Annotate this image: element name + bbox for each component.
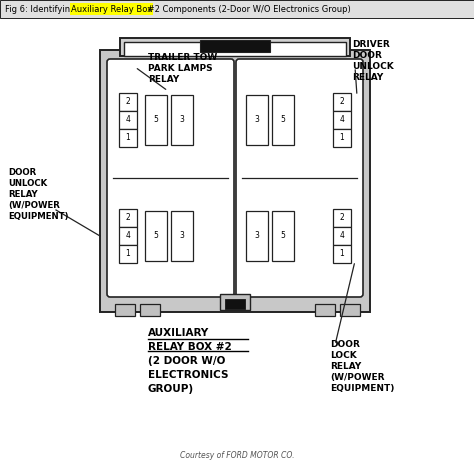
Bar: [315, 304, 335, 316]
Text: TRAILER TOW
PARK LAMPS
RELAY: TRAILER TOW PARK LAMPS RELAY: [148, 53, 217, 84]
Text: 2: 2: [340, 213, 345, 222]
Bar: [119, 129, 137, 147]
Text: 1: 1: [340, 133, 345, 143]
Bar: [115, 304, 135, 316]
Bar: [246, 95, 268, 145]
Text: 4: 4: [126, 116, 130, 124]
Text: 4: 4: [126, 232, 130, 240]
Bar: [333, 209, 351, 227]
Bar: [140, 304, 160, 316]
Text: 4: 4: [339, 116, 345, 124]
Text: DOOR
UNLOCK
RELAY
(W/POWER
EQUIPMENT): DOOR UNLOCK RELAY (W/POWER EQUIPMENT): [8, 168, 69, 221]
Text: AUXILIARY
RELAY BOX #2
(2 DOOR W/O
ELECTRONICS
GROUP): AUXILIARY RELAY BOX #2 (2 DOOR W/O ELECT…: [148, 328, 232, 394]
Bar: [200, 40, 270, 52]
Text: 2: 2: [126, 97, 130, 107]
Text: 5: 5: [281, 116, 285, 124]
Bar: [246, 211, 268, 261]
Bar: [340, 304, 360, 316]
FancyBboxPatch shape: [236, 59, 363, 297]
Text: 5: 5: [154, 116, 158, 124]
Bar: [119, 245, 137, 263]
Text: 2: 2: [126, 213, 130, 222]
Text: 3: 3: [255, 232, 259, 240]
Text: 1: 1: [340, 249, 345, 259]
Bar: [171, 211, 193, 261]
FancyBboxPatch shape: [107, 59, 234, 297]
Text: DRIVER
DOOR
UNLOCK
RELAY: DRIVER DOOR UNLOCK RELAY: [352, 40, 394, 82]
Text: Courtesy of FORD MOTOR CO.: Courtesy of FORD MOTOR CO.: [180, 451, 294, 459]
Bar: [145, 95, 167, 145]
Bar: [220, 294, 250, 310]
Bar: [333, 93, 351, 111]
Text: DOOR
LOCK
RELAY
(W/POWER
EQUIPMENT): DOOR LOCK RELAY (W/POWER EQUIPMENT): [330, 340, 394, 393]
Text: Auxiliary Relay Box: Auxiliary Relay Box: [71, 5, 152, 14]
Bar: [100, 50, 370, 312]
Text: 5: 5: [281, 232, 285, 240]
Bar: [119, 111, 137, 129]
Text: 3: 3: [180, 116, 184, 124]
Bar: [333, 129, 351, 147]
Bar: [171, 95, 193, 145]
Bar: [333, 111, 351, 129]
Text: 2: 2: [340, 97, 345, 107]
Bar: [0, 0, 474, 18]
Bar: [119, 93, 137, 111]
Bar: [225, 299, 245, 309]
Bar: [333, 227, 351, 245]
Text: 1: 1: [126, 133, 130, 143]
Bar: [120, 38, 350, 56]
Bar: [333, 245, 351, 263]
Text: 4: 4: [339, 232, 345, 240]
Text: Fig 6: Identifying: Fig 6: Identifying: [5, 5, 78, 14]
Text: 3: 3: [180, 232, 184, 240]
Bar: [119, 227, 137, 245]
Bar: [272, 95, 294, 145]
Text: #2 Components (2-Door W/O Electronics Group): #2 Components (2-Door W/O Electronics Gr…: [145, 5, 351, 14]
Bar: [119, 209, 137, 227]
Bar: [124, 42, 346, 56]
Text: 5: 5: [154, 232, 158, 240]
Bar: [145, 211, 167, 261]
Text: 1: 1: [126, 249, 130, 259]
Bar: [272, 211, 294, 261]
Text: 3: 3: [255, 116, 259, 124]
